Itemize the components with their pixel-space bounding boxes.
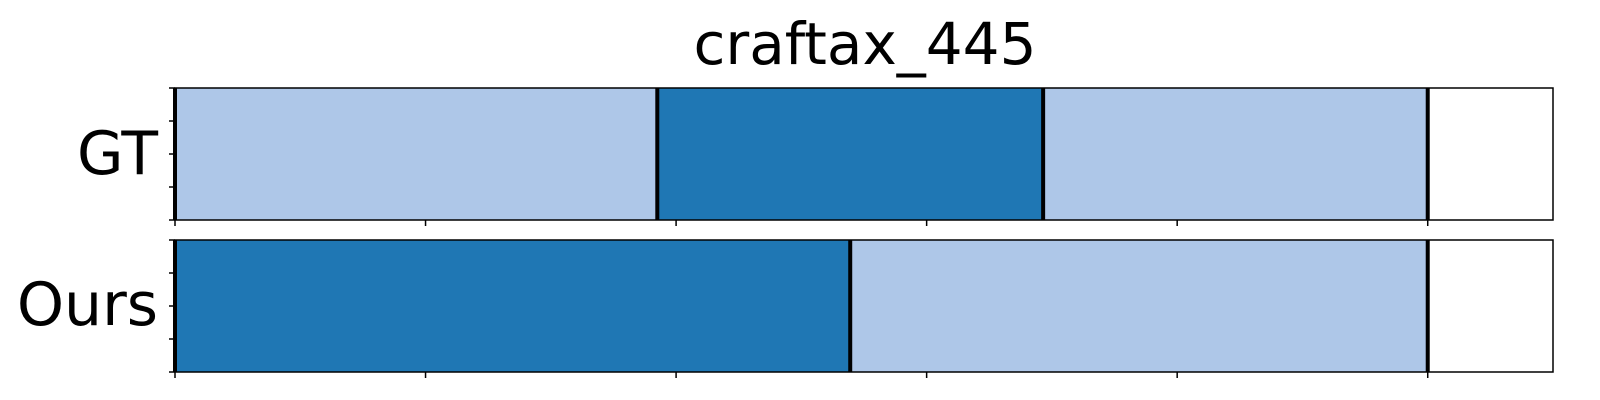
row-label-gt: GT (77, 119, 158, 189)
segment-ours-0 (175, 240, 851, 372)
chart-title: craftax_445 (694, 10, 1037, 78)
row-gt: GT (77, 87, 1554, 226)
segment-gt-0 (175, 88, 658, 220)
segment-gt-2 (1043, 88, 1428, 220)
segment-gt-1 (657, 88, 1044, 220)
segment-ours-1 (850, 240, 1428, 372)
row-ours: Ours (17, 239, 1554, 378)
row-label-ours: Ours (17, 270, 158, 340)
